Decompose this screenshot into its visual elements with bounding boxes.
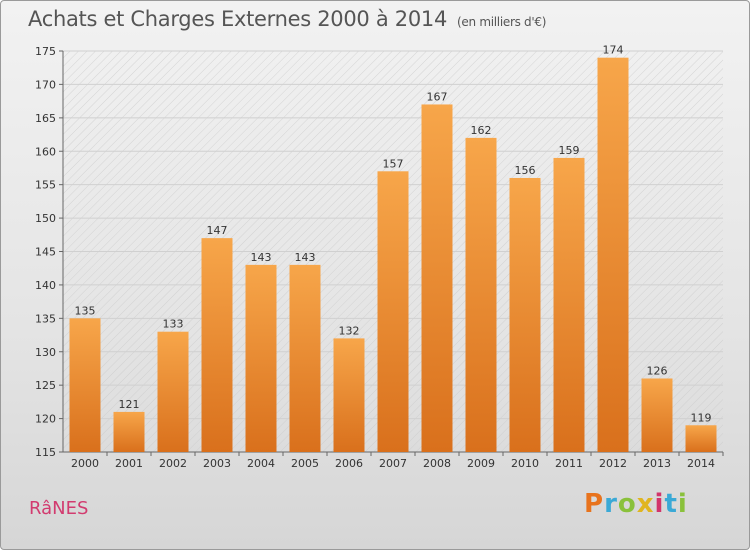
y-tick-label: 160 <box>35 145 56 158</box>
bar-2014 <box>685 425 717 452</box>
data-label: 121 <box>119 398 140 411</box>
x-tick-label: 2005 <box>291 457 319 470</box>
data-label: 126 <box>647 364 668 377</box>
x-tick-label: 2014 <box>687 457 715 470</box>
y-tick-label: 175 <box>35 45 56 58</box>
chart-title: Achats et Charges Externes 2000 à 2014 (e… <box>28 7 546 31</box>
proxiti-logo[interactable]: Proxiti <box>584 489 688 519</box>
bar-2012 <box>597 57 629 452</box>
data-label: 147 <box>207 224 228 237</box>
y-tick-label: 125 <box>35 379 56 392</box>
x-tick-label: 2006 <box>335 457 363 470</box>
title-unit: (en milliers d'€) <box>457 15 547 29</box>
y-tick-label: 155 <box>35 179 56 192</box>
x-axis-ticks: 2000 2001 2002 2003 2004 2005 2006 2007 2008 2009… <box>71 452 724 470</box>
data-label: 132 <box>339 324 360 337</box>
y-tick-label: 115 <box>35 446 56 459</box>
y-tick-label: 165 <box>35 112 56 125</box>
bar-2000 <box>69 318 101 452</box>
y-tick-label: 150 <box>35 212 56 225</box>
x-tick-label: 2002 <box>159 457 187 470</box>
bar-2009 <box>465 137 497 452</box>
x-tick-label: 2001 <box>115 457 143 470</box>
x-tick-label: 2008 <box>423 457 451 470</box>
bar-2008 <box>421 104 453 452</box>
data-label: 174 <box>603 44 624 57</box>
commune-name: RâNES <box>29 498 89 519</box>
bar-2004 <box>245 264 277 452</box>
data-label: 162 <box>471 124 492 137</box>
data-label: 159 <box>559 144 580 157</box>
data-label: 143 <box>295 251 316 264</box>
title-text: Achats et Charges Externes 2000 à 2014 <box>28 7 448 31</box>
bar-2013 <box>641 378 673 452</box>
y-tick-label: 120 <box>35 413 56 426</box>
x-tick-label: 2011 <box>555 457 583 470</box>
data-label: 157 <box>383 157 404 170</box>
data-label: 156 <box>515 164 536 177</box>
data-label: 143 <box>251 251 272 264</box>
x-tick-label: 2003 <box>203 457 231 470</box>
data-label: 135 <box>75 304 96 317</box>
bar-2007 <box>377 171 409 453</box>
bar-2001 <box>113 411 145 452</box>
bar-2011 <box>553 157 585 452</box>
bar-2005 <box>289 264 321 452</box>
x-tick-label: 2012 <box>599 457 627 470</box>
y-tick-label: 170 <box>35 78 56 91</box>
bar-2010 <box>509 177 541 452</box>
x-tick-label: 2000 <box>71 457 99 470</box>
x-tick-label: 2009 <box>467 457 495 470</box>
data-label: 119 <box>691 411 712 424</box>
data-label: 167 <box>427 90 448 103</box>
bar-2003 <box>201 238 233 452</box>
x-tick-label: 2013 <box>643 457 671 470</box>
bars <box>69 57 717 453</box>
x-tick-label: 2010 <box>511 457 539 470</box>
data-labels: 135 121 133 147 143 143 132 157 167 162 156 159 174 1… <box>75 44 712 425</box>
y-tick-label: 130 <box>35 346 56 359</box>
x-tick-label: 2007 <box>379 457 407 470</box>
y-axis-ticks: 115 120 125 130 135 140 145 150 155 160 165 170 175 <box>35 45 63 459</box>
y-tick-label: 145 <box>35 246 56 259</box>
bar-2006 <box>333 338 365 452</box>
data-label: 133 <box>163 318 184 331</box>
y-tick-label: 135 <box>35 312 56 325</box>
bar-2002 <box>157 331 189 452</box>
y-tick-label: 140 <box>35 279 56 292</box>
x-tick-label: 2004 <box>247 457 275 470</box>
